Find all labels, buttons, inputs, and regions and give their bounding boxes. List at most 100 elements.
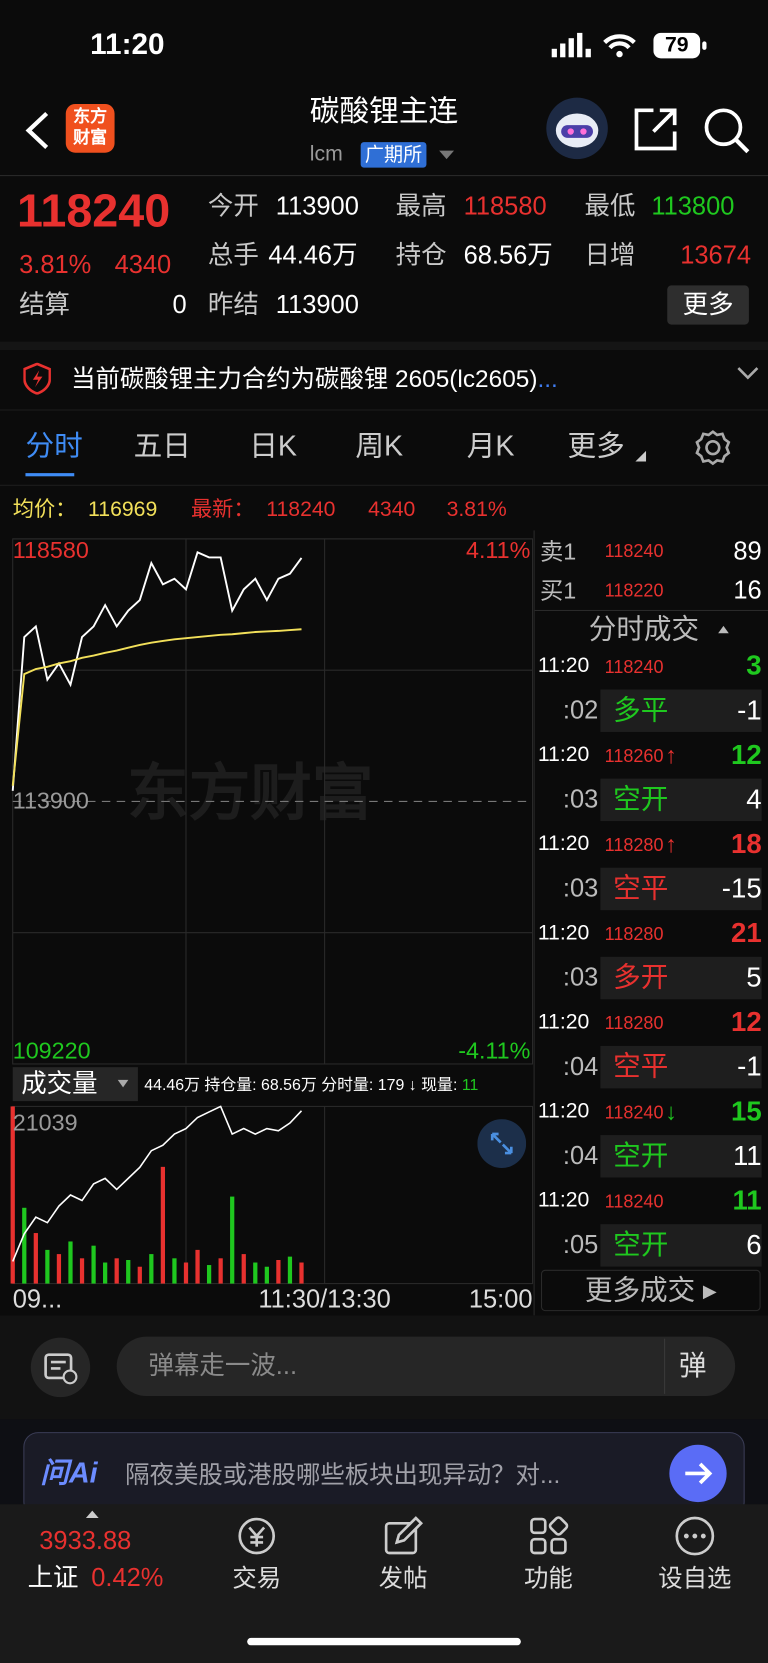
volume-total: 44.46万 <box>144 1076 201 1095</box>
dropdown-caret[interactable] <box>438 149 455 162</box>
trade-kind-bg <box>600 778 762 822</box>
volume-bar <box>264 1266 269 1284</box>
nav-icon[interactable] <box>235 1515 277 1557</box>
home-indicator <box>247 1637 521 1646</box>
index-pct[interactable]: 0.42% <box>91 1563 164 1593</box>
volume-bar <box>22 1207 27 1284</box>
price-line <box>11 628 302 786</box>
danmaku-toggle[interactable]: 弹 <box>678 1349 707 1382</box>
now-label: 现量: <box>421 1076 458 1095</box>
divider <box>534 609 768 612</box>
notice-body: 当前碳酸锂主力合约为碳酸锂 2605(lc2605) <box>71 364 538 393</box>
back-button[interactable] <box>23 110 51 150</box>
danmaku-input[interactable] <box>116 1336 736 1397</box>
more-trades-label: 更多成交 <box>584 1274 696 1306</box>
x-tick-label: 09... <box>13 1285 63 1313</box>
tab[interactable]: 日K <box>249 430 298 462</box>
avg-price: 116969 <box>88 498 158 522</box>
volume-bar <box>218 1258 223 1284</box>
change: 4340 <box>114 250 172 280</box>
volume-bar <box>45 1249 50 1284</box>
volume-selector[interactable] <box>12 1067 138 1102</box>
volume-bar <box>114 1258 119 1284</box>
ai-prompt: 隔夜美股或港股哪些板块出现异动？对... <box>125 1460 561 1489</box>
tab-active[interactable]: 分时 <box>25 430 83 462</box>
trade-kind: 空平 <box>613 1050 669 1083</box>
nav-icon[interactable] <box>674 1515 716 1557</box>
volume-bar <box>241 1254 246 1284</box>
notice-text[interactable]: 当前碳酸锂主力合约为碳酸锂 2605(lc2605)... <box>71 365 558 393</box>
trade-time: 11:20 <box>537 921 590 945</box>
change-pct: 3.81% <box>19 250 92 280</box>
trade-kind-bg <box>600 1135 762 1178</box>
nav-label[interactable]: 发帖 <box>378 1564 428 1593</box>
volume-bar <box>149 1254 154 1284</box>
watermark: 东方财富 <box>127 759 373 828</box>
volume-bar <box>68 1241 73 1284</box>
minute-volume: 179 <box>377 1076 405 1095</box>
divider <box>0 409 768 411</box>
volume-bar <box>103 1262 108 1284</box>
status-icons <box>551 32 707 59</box>
trade-kind-bg <box>600 689 762 732</box>
trade-volume: 15 <box>730 1094 762 1127</box>
trade-kind-bg <box>600 1224 762 1267</box>
tab[interactable]: 月K <box>466 430 515 462</box>
trade-time: 11:20 <box>537 1188 590 1212</box>
field-label: 持仓 <box>395 241 447 270</box>
book-price: 118240 <box>604 541 664 562</box>
trade-oi-change: -15 <box>721 872 762 904</box>
index-value[interactable]: 3933.88 <box>39 1526 132 1556</box>
volume-bar <box>276 1259 281 1284</box>
share-button[interactable] <box>632 106 679 153</box>
divider <box>0 341 768 351</box>
x-tick-label: 11:30/13:30 <box>258 1285 391 1313</box>
volume-bar <box>206 1265 212 1284</box>
exchange-badge: 广期所 <box>360 142 427 168</box>
more-trades-button[interactable]: 更多成交 ▸ <box>541 1269 761 1312</box>
volume-bar <box>183 1262 189 1284</box>
fullscreen-button[interactable] <box>477 1119 527 1168</box>
bottom-nav <box>0 1504 768 1663</box>
danmaku-settings[interactable] <box>30 1337 92 1399</box>
y2-tick-label: 4.11% <box>466 537 530 563</box>
trades-title[interactable]: 分时成交 <box>588 613 700 646</box>
robot-avatar[interactable] <box>544 95 610 161</box>
notice-ellipsis: ... <box>537 364 558 393</box>
ai-send[interactable] <box>668 1444 727 1503</box>
tab[interactable]: 五日 <box>133 430 191 462</box>
panel-divider <box>533 530 535 1316</box>
trade-second: :05 <box>562 1230 599 1260</box>
book-volume: 16 <box>733 576 762 605</box>
trade-kind: 多平 <box>613 693 669 726</box>
more-button[interactable]: 更多 <box>667 285 749 325</box>
info-pct: 3.81% <box>446 498 507 522</box>
info-last: 118240 <box>266 498 336 522</box>
trade-second: :03 <box>562 874 599 903</box>
y-tick-label: 118580 <box>13 537 89 563</box>
nav-label[interactable]: 设自选 <box>658 1564 732 1593</box>
field-label: 结算 <box>19 290 71 320</box>
tab[interactable]: 更多 <box>567 430 625 462</box>
oi-label: 持仓量: <box>204 1076 257 1095</box>
volume-label[interactable]: 成交量 <box>21 1069 98 1099</box>
index-name[interactable]: 上证 <box>27 1563 79 1593</box>
nav-label[interactable]: 功能 <box>524 1564 573 1593</box>
ai-bar[interactable] <box>23 1432 745 1517</box>
trade-second: :04 <box>562 1141 599 1171</box>
nav-icon[interactable] <box>382 1515 424 1557</box>
nav-icon[interactable] <box>527 1515 569 1557</box>
trade-volume: 12 <box>730 738 762 771</box>
trade-price: 118280 <box>604 835 664 856</box>
tab-underline <box>25 473 75 477</box>
search-button[interactable] <box>702 106 751 155</box>
volume-bar <box>195 1249 200 1284</box>
minute-label: 分时量: <box>321 1076 374 1095</box>
settings-button[interactable] <box>695 430 731 466</box>
nav-label[interactable]: 交易 <box>232 1564 282 1593</box>
book-label: 卖1 <box>539 538 577 565</box>
battery-level: 79 <box>664 33 689 57</box>
plot-frame <box>12 538 534 1065</box>
tab[interactable]: 周K <box>355 430 404 462</box>
expand-chevron[interactable] <box>736 366 759 381</box>
